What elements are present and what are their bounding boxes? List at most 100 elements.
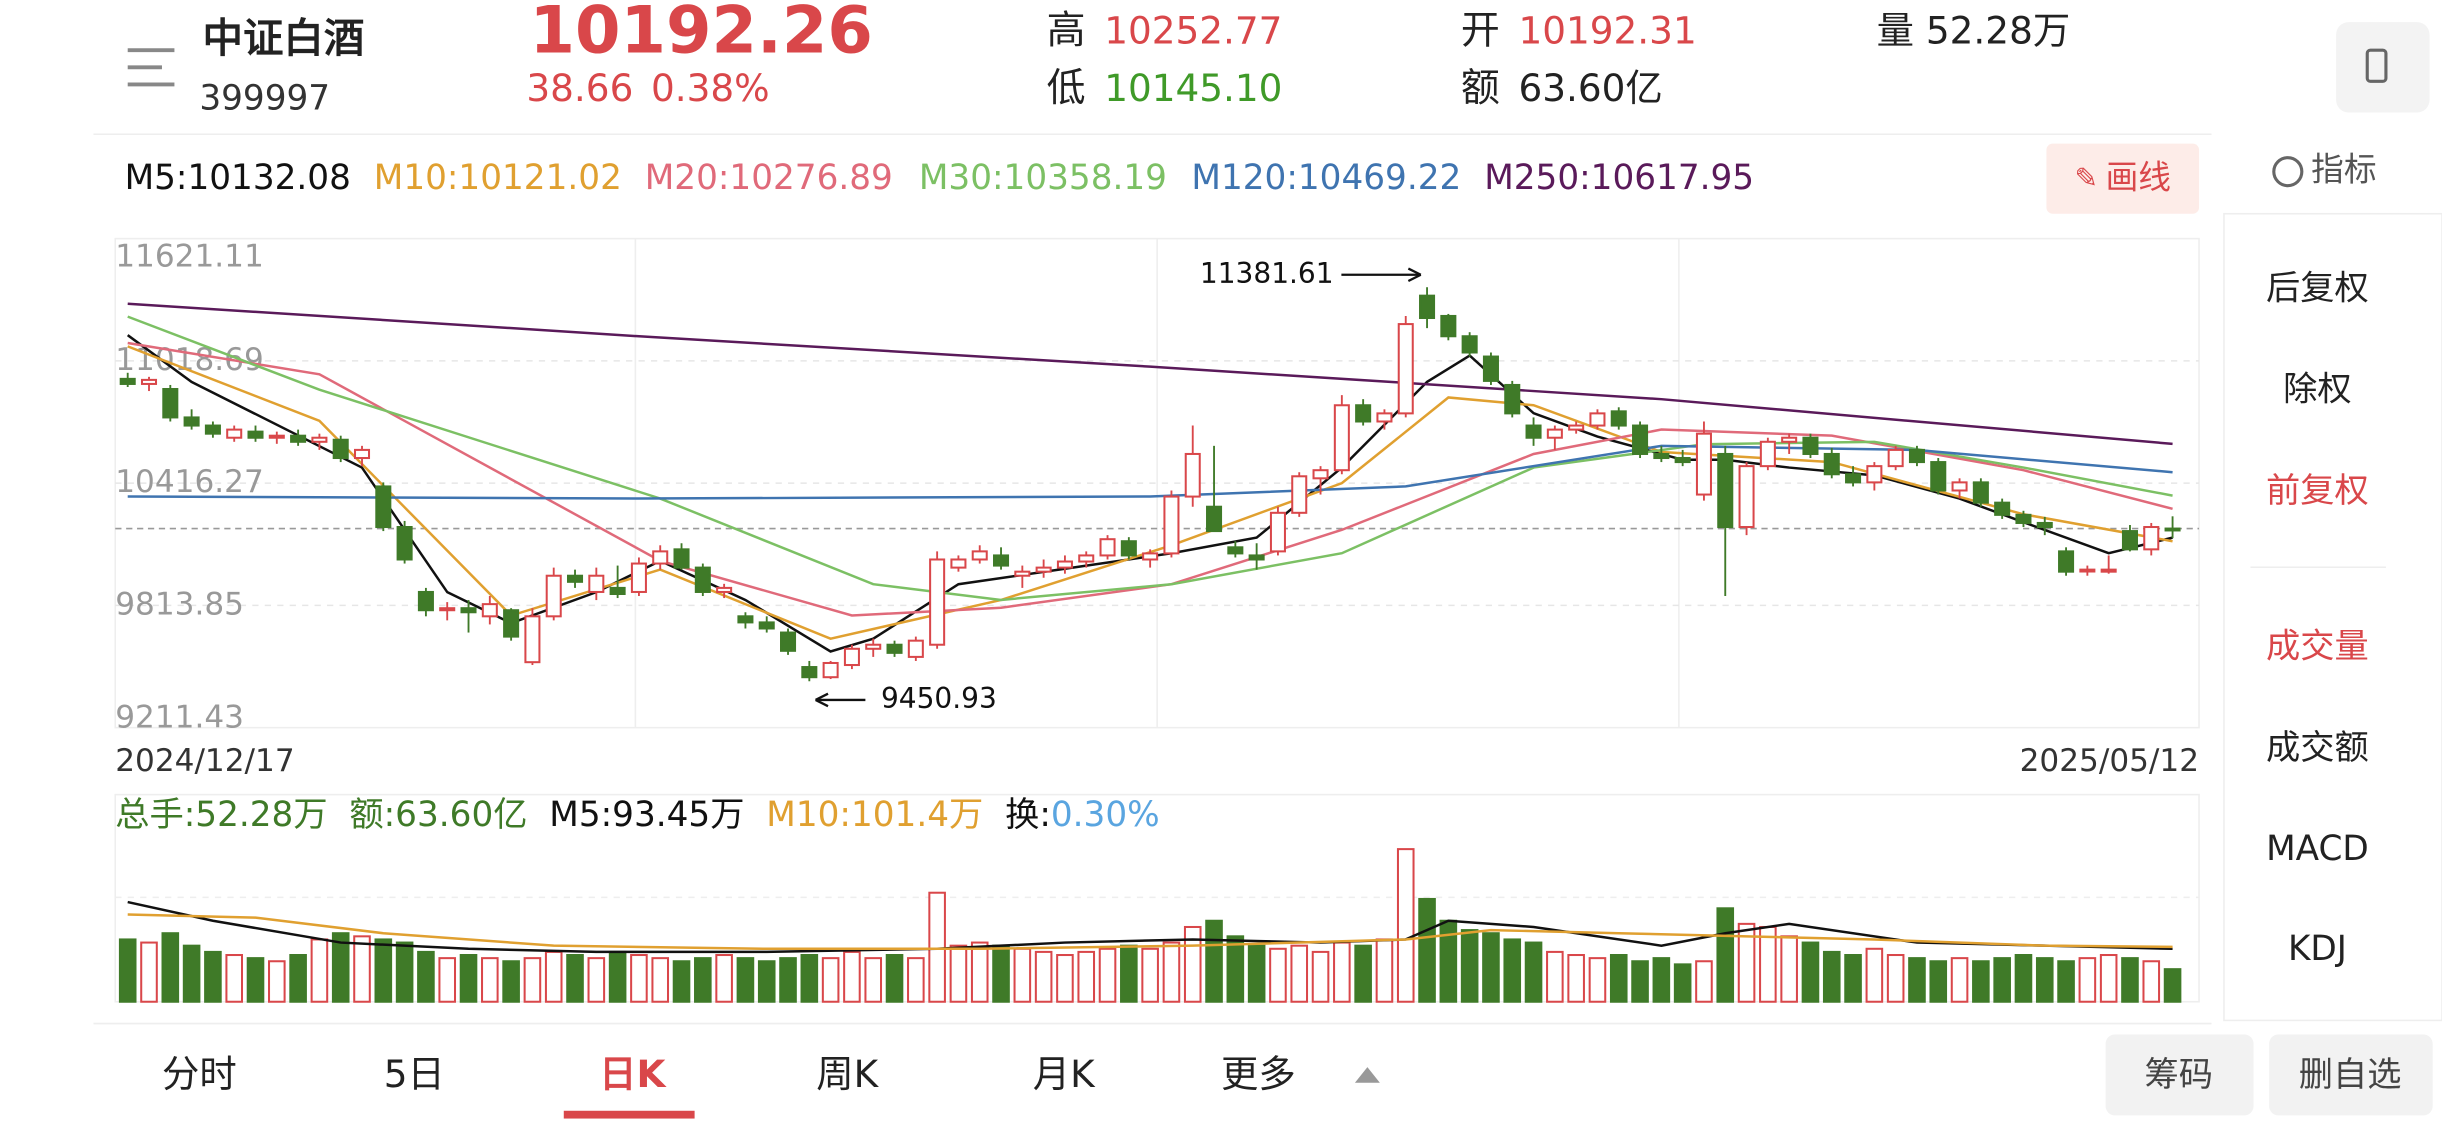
volume-bar [1205,919,1223,1003]
side-menu-item[interactable]: 后复权 [2266,269,2369,309]
volume-bar [1737,922,1756,1003]
candle-body [1653,452,1670,460]
pencil-icon: ✎ [2074,161,2097,194]
candle-body [609,586,626,596]
candle-body [1823,452,1840,476]
volume-bar [1418,897,1436,1003]
tab[interactable]: 周K [816,1052,879,1096]
draw-button-label: 画线 [2106,158,2171,196]
volume-bar [268,960,286,1003]
candle-body [1035,566,1052,573]
volume-bar [694,957,712,1003]
volume-bar [182,944,201,1003]
volume-bar [2142,960,2161,1003]
menu-icon[interactable] [127,48,175,87]
candle-body [1120,540,1137,557]
volume-bar [1162,941,1181,1003]
candle-body [673,548,690,569]
button-label[interactable]: 筹码 [2145,1055,2214,1095]
side-menu-item[interactable]: 成交量 [2266,627,2369,667]
candle-body [971,550,988,561]
candle-body [694,566,711,593]
y-tick-label: 9211.43 [115,699,244,735]
low-arrow-head [815,692,829,708]
candle-body [1781,436,1798,443]
candle-body [780,631,797,652]
candle-body [1163,495,1180,555]
candle-body [822,661,839,679]
ma-legend: M20:10276.89 [645,158,893,198]
more-arrow [1354,1067,1380,1083]
volume-bar [1950,957,1969,1003]
volume-bar [331,932,350,1003]
candle-body [524,615,541,664]
volume-bar [1865,947,1884,1003]
side-menu-item[interactable]: 除权 [2283,370,2352,410]
candle-body [2058,550,2075,573]
side-menu-item[interactable]: 前复权 [2266,471,2369,511]
candle-body [1461,335,1478,354]
tab[interactable]: 月K [1033,1052,1096,1096]
volume-bar [736,957,755,1003]
volume-legend: 额:63.60亿 [349,795,527,835]
volume-bar [246,957,265,1003]
volume-bar [1822,950,1841,1003]
remove-button[interactable] [2269,1034,2433,1116]
high-label: 高 [1047,9,1086,54]
volume-legend: 总手:52.28万 [115,795,327,835]
tab-underline [563,1110,695,1119]
tab[interactable]: 5日 [384,1052,445,1096]
candle-body [1355,404,1372,423]
candle-body [268,434,285,439]
tab[interactable]: 日K [599,1052,667,1096]
volume-bar [310,938,329,1003]
volume-bar [395,941,414,1003]
ma-legend: M120:10469.22 [1191,158,1461,198]
candle-body [1717,452,1734,529]
chip-button[interactable] [2105,1034,2254,1116]
volume-bar [1886,954,1905,1003]
tab[interactable]: 更多 [1221,1052,1296,1096]
candle-body [1419,294,1436,320]
ma-line [127,345,2173,641]
candle-body [1887,448,1904,468]
candle-body [1056,560,1073,569]
volume-bar [1333,941,1351,1003]
candle-body [1845,473,1862,484]
candle-body [1376,412,1393,423]
indicator-button[interactable]: 指标 [2272,151,2377,189]
volume-bar [992,944,1010,1003]
device-button[interactable] [2336,22,2430,113]
index-name: 中证白酒 [202,14,364,62]
candle-body [2143,526,2160,551]
candle-body [1440,314,1457,338]
tab[interactable]: 分时 [162,1052,237,1096]
candle-body [886,643,903,654]
side-menu-item[interactable]: 成交额 [2266,728,2369,768]
volume-bar [1077,950,1096,1003]
candle-body [865,643,882,650]
volume-bar [118,938,137,1003]
end-date: 2025/05/12 [2020,743,2199,779]
side-menu-item[interactable]: KDJ [2288,929,2347,969]
candle-body [1695,432,1712,496]
draw-button[interactable]: 画线 ✎ [2046,143,2200,214]
volume-bar [417,950,435,1003]
volume-legend: 0.30% [1051,795,1160,835]
volume-bar [502,960,520,1003]
price: 10192.26 [530,0,873,69]
candle-body [1142,552,1159,561]
candle-body [1738,465,1755,529]
candle-body [1525,424,1542,439]
volume-bar [140,941,158,1003]
button-label[interactable]: 删自选 [2299,1055,2402,1095]
candle-body [993,554,1010,567]
index-code: 399997 [199,79,330,119]
volume-bar [630,954,648,1003]
candle-body [758,621,775,630]
volume-bar [779,957,797,1003]
volume-bar [2014,954,2033,1003]
candle-body [503,609,520,638]
side-menu-item[interactable]: MACD [2266,829,2369,869]
volume-bar [2035,957,2054,1003]
